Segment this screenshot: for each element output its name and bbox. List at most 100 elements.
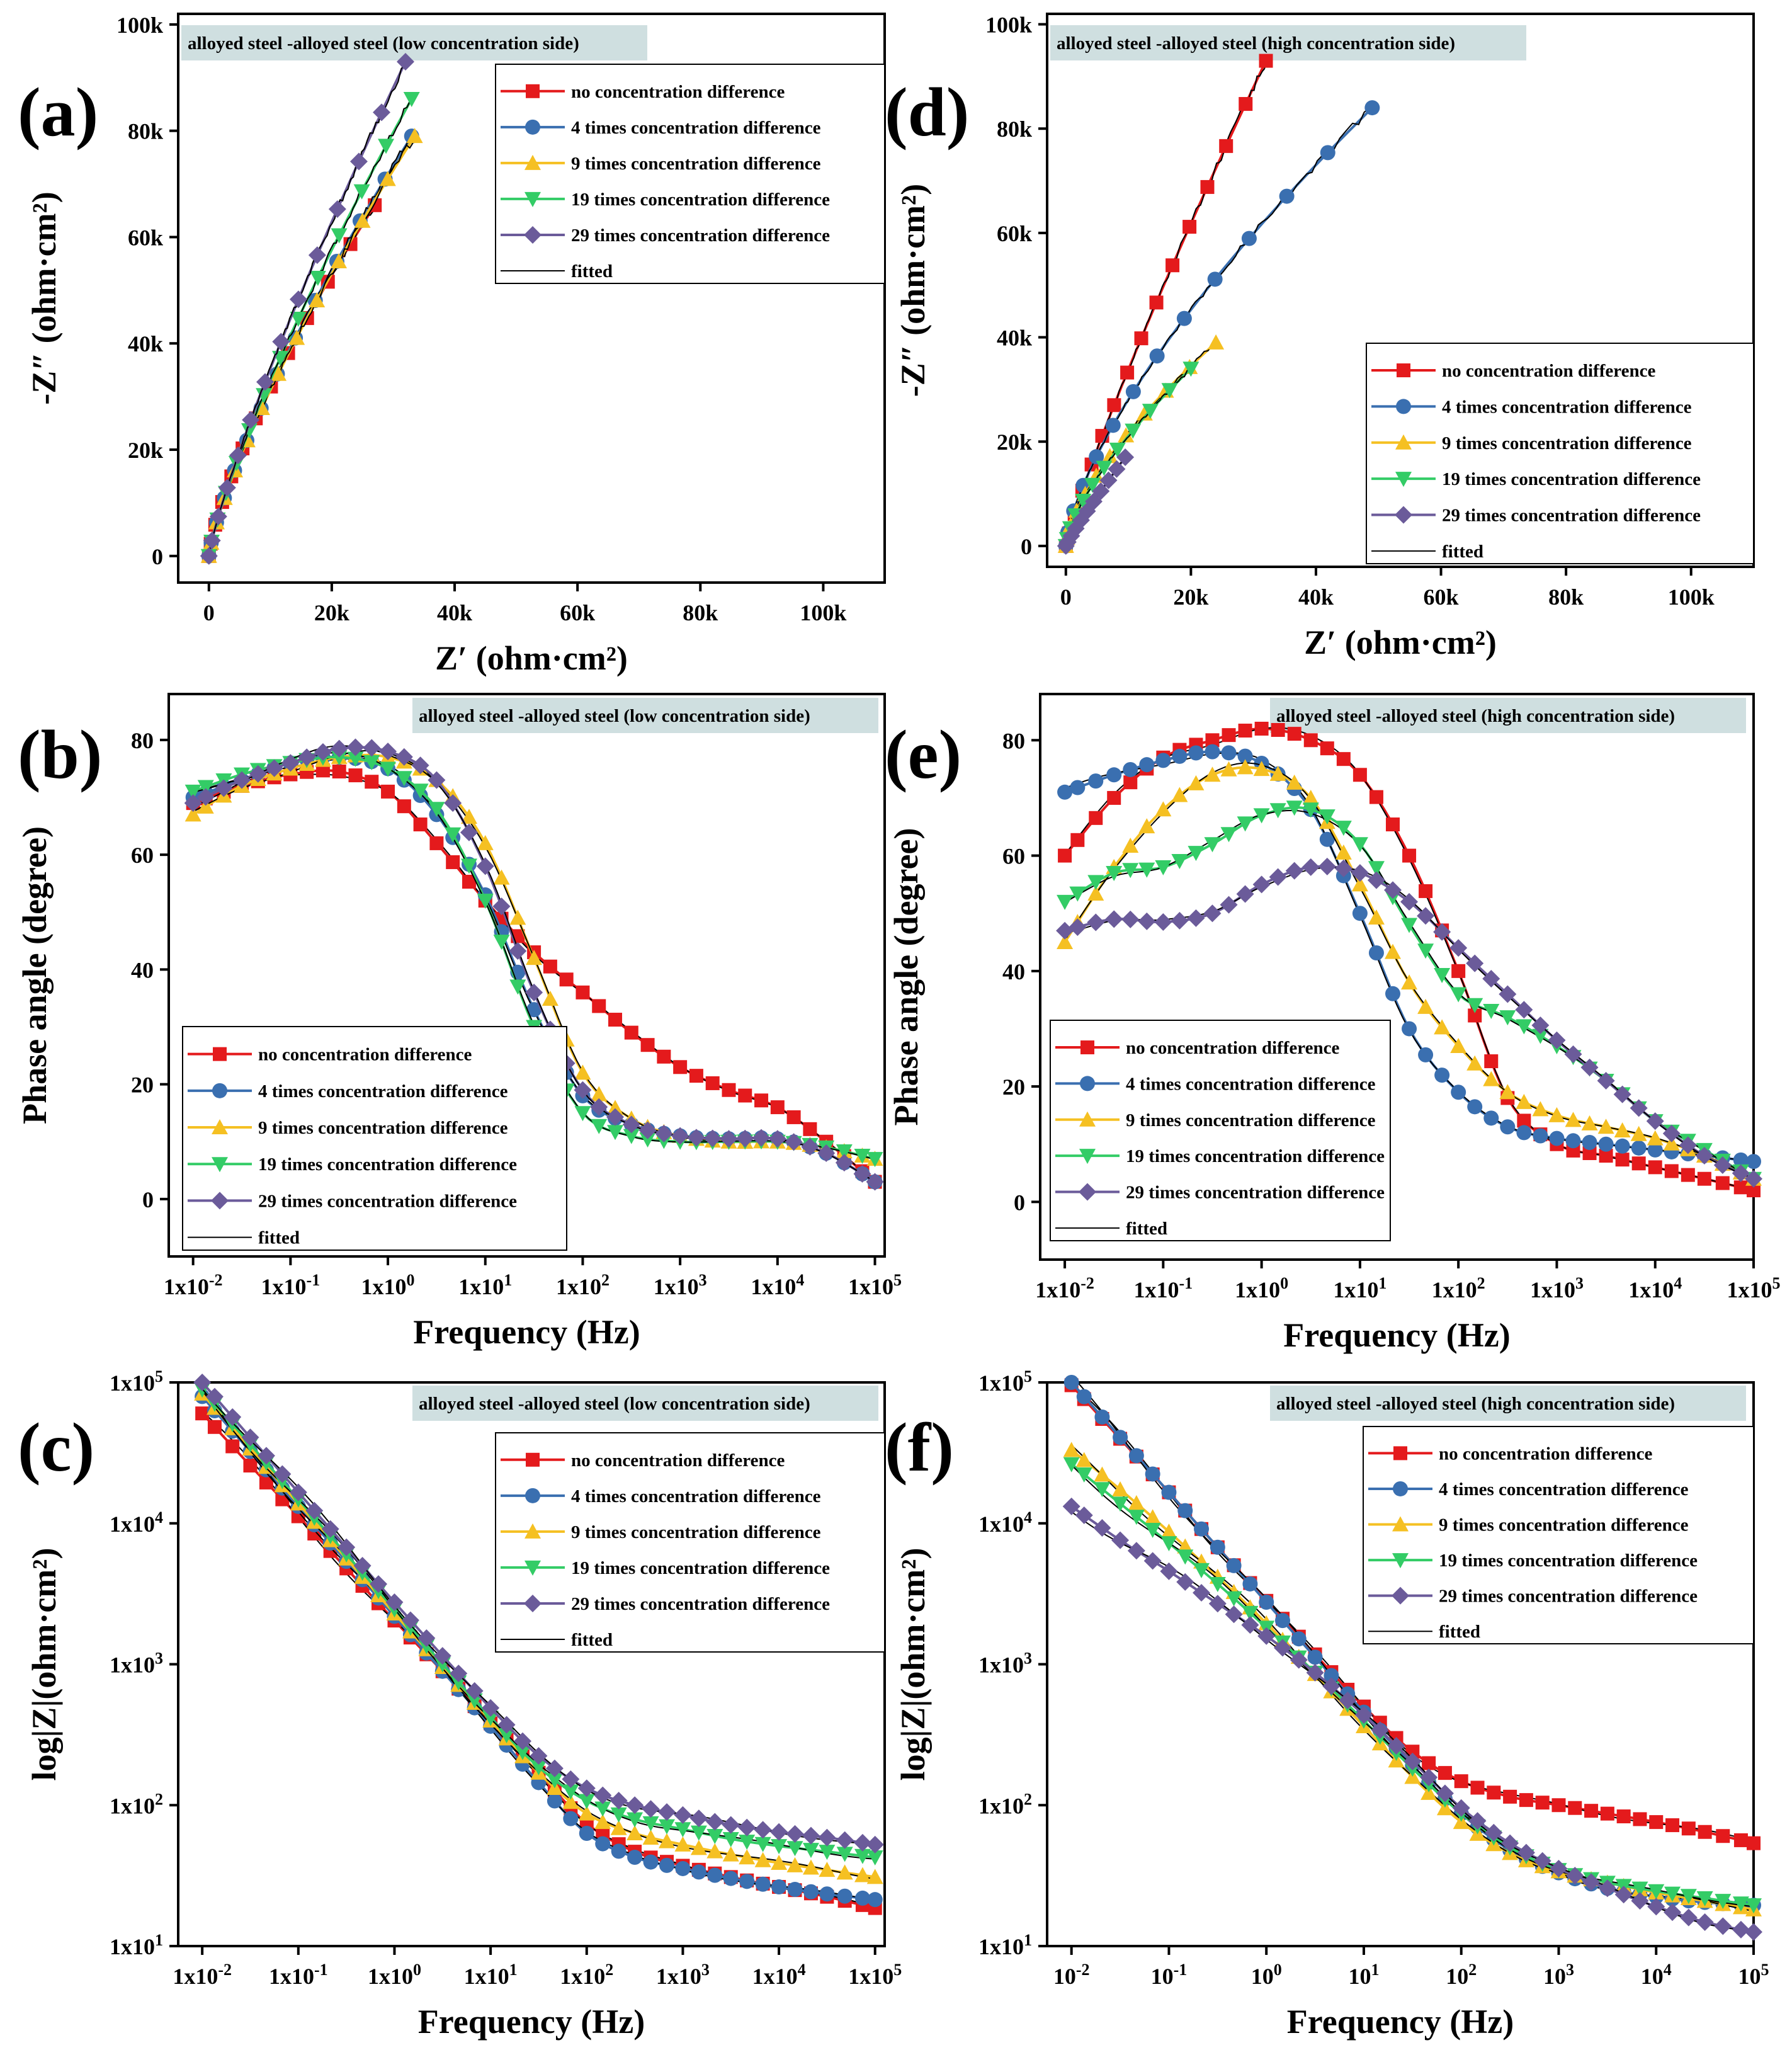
data-point [331,228,348,244]
data-point [446,855,460,869]
data-point [1747,1836,1761,1850]
data-point [401,1611,419,1629]
series-line [207,135,416,557]
data-point [1714,1917,1732,1935]
data-point [1238,724,1252,738]
x-tick-label: 20k [314,600,349,625]
data-point [754,1821,772,1839]
data-point [1220,896,1238,914]
data-point [1063,1375,1079,1390]
data-point [1193,1563,1210,1578]
data-point [579,1826,594,1841]
data-point [1681,1168,1695,1182]
data-point [803,1884,819,1899]
data-point [309,271,326,287]
data-point [642,1800,660,1818]
data-point [1307,1649,1323,1665]
data-point [1302,802,1319,818]
data-point [801,1137,819,1156]
data-point [1062,1497,1080,1515]
legend-entry: 9 times concentration difference [258,1118,508,1138]
data-point [674,1822,691,1838]
data-point [1177,1503,1193,1518]
data-point [444,794,462,812]
series-3 [200,128,423,563]
legend-marker [525,119,540,135]
data-point [1208,334,1225,350]
data-point [1732,1920,1750,1939]
data-point [866,1152,883,1168]
data-point [290,311,307,327]
data-point [207,1420,222,1434]
data-point [1138,912,1156,930]
legend-entry: 9 times concentration difference [571,1522,821,1542]
legend-box [1366,343,1754,564]
data-point [1715,1894,1732,1910]
data-point [482,1699,500,1717]
data-point [785,1133,803,1151]
data-point [1107,790,1121,805]
data-point [1286,774,1303,790]
data-point [546,1773,563,1789]
data-point [606,1108,625,1126]
data-point [1303,733,1318,748]
data-point [1400,892,1419,911]
data-point [1516,1093,1533,1109]
x-tick-label: 1x104 [751,1271,804,1299]
x-tick-label: 104 [1641,1961,1672,1989]
data-point [1241,231,1257,246]
x-axis-label: Frequency (Hz) [1287,2003,1514,2041]
data-point [658,1833,675,1848]
data-point [836,1847,853,1862]
data-point [853,1833,871,1852]
data-point [754,1836,771,1852]
data-point [1204,837,1221,853]
data-point [770,1823,788,1841]
x-tick-label: 40k [437,600,472,625]
data-point [1697,1171,1711,1186]
data-point [771,1854,788,1870]
data-point [1733,1152,1749,1168]
data-point [281,754,300,772]
data-point [1598,1136,1614,1152]
data-point [1319,831,1335,847]
data-point [1287,727,1301,741]
data-point [1069,886,1086,902]
legend-entry: 29 times concentration difference [571,225,830,246]
data-point [1237,759,1254,775]
data-point [373,103,391,122]
data-point [577,1779,596,1797]
data-point [1368,945,1384,960]
data-point [1269,868,1287,886]
data-point [1318,809,1335,825]
data-point [1106,767,1122,783]
data-point [1466,998,1483,1013]
y-tick-label: 1x104 [110,1508,163,1537]
x-tick-label: 1x105 [848,1271,902,1299]
y-tick-label: 1x104 [978,1508,1032,1537]
data-point [1154,913,1172,931]
data-point [1105,910,1123,928]
data-point [1116,448,1135,467]
data-point [1063,1442,1080,1457]
data-point [1614,1138,1630,1154]
data-point [197,798,214,814]
data-point [690,1825,707,1841]
x-tick-label: 40k [1298,584,1334,610]
data-point [1417,907,1435,925]
y-axis-label: Phase angle (degree) [16,826,54,1124]
data-point [691,1864,706,1880]
y-tick-label: 80k [128,119,163,144]
data-point [1368,861,1385,877]
data-point [1125,384,1141,399]
data-point [378,139,395,154]
data-point [1550,1859,1568,1877]
condition-label-box [412,1386,878,1421]
y-axis-label: log|Z|(ohm·cm²) [25,1548,63,1781]
data-point [1075,1452,1092,1467]
data-point [574,1081,592,1099]
data-point [1220,827,1237,843]
data-point [574,1106,591,1122]
legend-marker [1395,472,1412,487]
data-point [379,743,397,761]
